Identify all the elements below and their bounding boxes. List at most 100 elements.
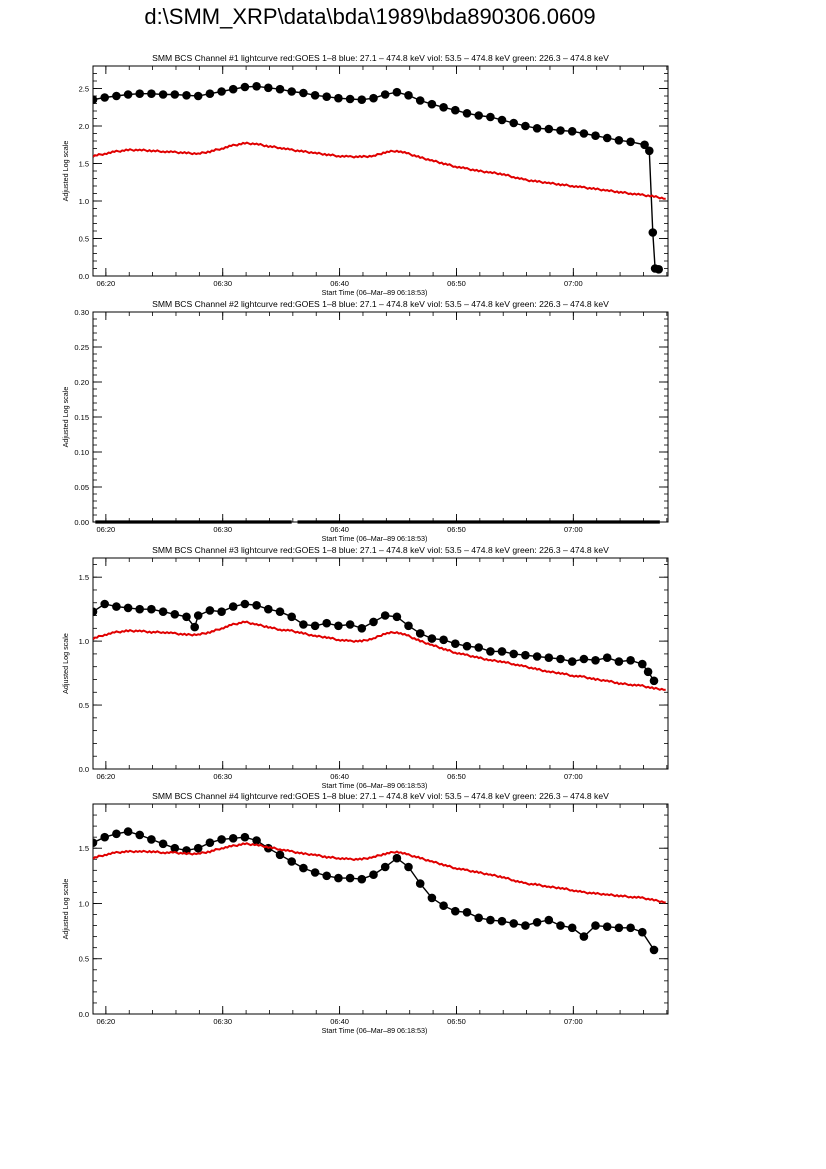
- data-point: [158, 839, 168, 849]
- chart-panel-2: SMM BCS Channel #2 lightcurve red:GOES 1…: [0, 295, 826, 545]
- plot-frame: [92, 557, 669, 770]
- series-line-black: [93, 85, 659, 270]
- data-point: [380, 862, 390, 872]
- data-point: [112, 829, 121, 839]
- y-tick-label: 1.5: [79, 844, 89, 853]
- data-point: [649, 945, 659, 955]
- data-point: [135, 604, 144, 614]
- data-point: [135, 830, 144, 840]
- data-point: [158, 607, 168, 616]
- data-point: [404, 621, 413, 631]
- chart-panel-4: SMM BCS Channel #4 lightcurve red:GOES 1…: [0, 786, 826, 1036]
- data-point: [649, 676, 659, 686]
- data-point: [100, 93, 109, 102]
- data-point: [252, 836, 261, 845]
- plot-frame: [92, 65, 669, 277]
- data-point: [579, 129, 589, 138]
- data-point: [462, 908, 472, 917]
- data-point: [427, 99, 437, 109]
- data-point: [369, 870, 378, 879]
- data-point: [112, 91, 121, 101]
- data-point: [205, 89, 215, 98]
- data-point: [310, 91, 320, 100]
- data-point: [287, 87, 297, 96]
- data-point: [123, 827, 133, 836]
- x-tick-label: 06:40: [330, 525, 349, 534]
- data-point: [357, 874, 367, 884]
- y-tick-label: 1.0: [79, 637, 89, 646]
- y-axis-label: Adjusted Log scale: [61, 633, 70, 694]
- data-point: [451, 639, 460, 648]
- data-point: [217, 607, 226, 616]
- series-line-red: [93, 842, 666, 904]
- data-point: [217, 87, 226, 96]
- chart-1: SMM BCS Channel #1 lightcurve red:GOES 1…: [61, 53, 669, 297]
- data-point: [654, 265, 663, 274]
- data-point: [392, 853, 402, 863]
- data-point: [100, 599, 109, 609]
- data-point: [310, 621, 320, 631]
- data-point: [415, 629, 425, 638]
- data-point: [310, 868, 320, 877]
- x-tick-label: 07:00: [564, 525, 583, 534]
- data-point: [474, 643, 484, 652]
- data-point: [322, 92, 332, 101]
- data-point: [451, 105, 460, 115]
- data-point: [170, 90, 180, 99]
- data-point: [135, 89, 144, 98]
- data-point: [123, 603, 133, 613]
- x-axis-label: Start Time (06–Mar–89 06:18:53): [322, 781, 428, 790]
- chart-panel-3: SMM BCS Channel #3 lightcurve red:GOES 1…: [0, 541, 826, 791]
- data-point: [521, 921, 530, 930]
- data-point: [205, 606, 215, 615]
- data-point: [415, 879, 425, 888]
- data-point: [643, 667, 653, 677]
- data-point: [334, 873, 343, 883]
- y-tick-label: 0.0: [79, 1010, 89, 1019]
- data-point: [521, 121, 530, 131]
- x-tick-label: 06:30: [213, 772, 232, 781]
- data-point: [532, 652, 542, 661]
- x-axis-label: Start Time (06–Mar–89 06:18:53): [322, 534, 428, 543]
- data-point: [509, 118, 518, 128]
- data-point: [380, 611, 390, 620]
- data-point: [648, 228, 658, 237]
- data-point: [544, 124, 554, 134]
- data-point: [567, 127, 577, 136]
- data-point: [509, 649, 518, 659]
- data-point: [415, 96, 425, 105]
- chart-title: SMM BCS Channel #1 lightcurve red:GOES 1…: [152, 53, 609, 63]
- data-point: [392, 612, 402, 622]
- data-point: [614, 657, 624, 666]
- data-point: [474, 111, 484, 120]
- data-point: [497, 916, 507, 926]
- y-tick-label: 0.10: [74, 448, 89, 457]
- data-point: [275, 850, 285, 860]
- plot-frame: [92, 803, 669, 1015]
- data-point: [640, 140, 649, 150]
- data-point: [287, 612, 297, 622]
- y-tick-label: 2.5: [79, 85, 89, 94]
- data-point: [252, 82, 261, 91]
- data-point: [439, 103, 448, 112]
- y-tick-label: 0.30: [74, 308, 89, 317]
- data-point: [334, 621, 343, 631]
- data-point: [299, 863, 308, 873]
- y-tick-label: 0.5: [79, 955, 89, 964]
- data-point: [170, 843, 180, 853]
- data-point: [591, 921, 600, 930]
- y-tick-label: 0.25: [74, 343, 89, 352]
- data-point: [451, 906, 460, 916]
- chart-panel-1: SMM BCS Channel #1 lightcurve red:GOES 1…: [0, 48, 826, 298]
- y-tick-label: 0.0: [79, 765, 89, 774]
- data-point: [228, 602, 238, 611]
- data-point: [334, 93, 343, 103]
- x-tick-label: 06:50: [447, 279, 466, 288]
- data-point: [345, 94, 355, 104]
- x-tick-label: 07:00: [564, 279, 583, 288]
- data-point: [240, 82, 250, 92]
- data-point: [486, 112, 495, 122]
- y-tick-label: 0.20: [74, 378, 89, 387]
- data-point: [556, 126, 565, 135]
- series-line-red: [93, 141, 666, 200]
